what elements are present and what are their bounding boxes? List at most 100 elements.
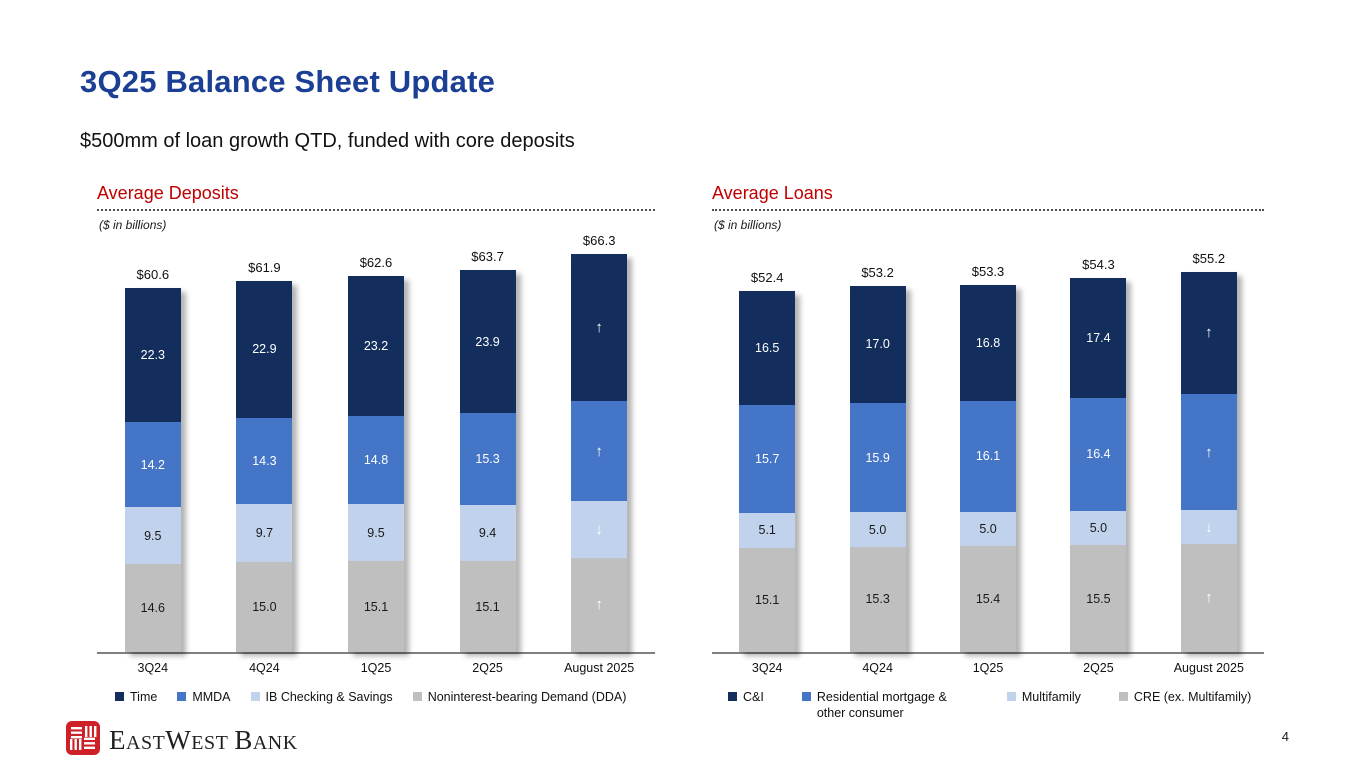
bar-column: $62.6 23.2 14.8 9.5 15.1 xyxy=(320,255,432,652)
bar-segment: 14.2 xyxy=(124,422,181,508)
deposits-x-axis: 3Q24 4Q24 1Q25 2Q25 August 2025 xyxy=(97,654,655,675)
bar-segment: 9.5 xyxy=(347,504,404,562)
stacked-bar: 16.8 16.1 5.0 15.4 xyxy=(960,285,1017,652)
bar-segment: 17.4 xyxy=(1070,278,1127,399)
decrease-arrow-icon: ↓ xyxy=(1180,510,1237,544)
bar-total-label: $63.7 xyxy=(471,248,504,264)
bar-segment: 17.0 xyxy=(849,285,906,403)
x-axis-label: August 2025 xyxy=(564,661,635,675)
bar-total-label: $53.2 xyxy=(861,264,894,280)
x-axis-label: 4Q24 xyxy=(862,661,893,675)
bar-segment: 16.5 xyxy=(739,291,796,405)
loans-x-axis: 3Q24 4Q24 1Q25 2Q25 August 2025 xyxy=(712,654,1264,675)
bar-segment: 15.0 xyxy=(236,562,293,652)
increase-arrow-icon: ↑ xyxy=(571,557,628,652)
legend-item: IB Checking & Savings xyxy=(250,689,393,705)
logo-letter: W xyxy=(165,725,192,755)
bar-segment: 16.1 xyxy=(960,400,1017,512)
legend-swatch xyxy=(250,692,260,701)
bar-total-label: $60.6 xyxy=(136,267,170,283)
legend-swatch xyxy=(115,692,124,701)
legend-item: Residential mortgage & other consumer xyxy=(801,689,969,722)
stacked-bar: ↑ ↑ ↓ ↑ xyxy=(571,254,628,652)
legend-label: Residential mortgage & other consumer xyxy=(816,690,947,721)
decrease-arrow-icon: ↓ xyxy=(571,501,628,558)
bar-segment: 16.8 xyxy=(960,285,1017,401)
bar-segment: 15.1 xyxy=(739,548,796,652)
bar-column: $55.2 ↑ ↑ ↓ ↑ xyxy=(1154,251,1264,652)
bar-segment: 15.5 xyxy=(1070,545,1127,652)
loans-plot-area: $52.4 16.5 15.7 5.1 15.1 $53.2 17.0 15.9 5.0 15.3… xyxy=(712,234,1264,654)
bar-segment: 22.3 xyxy=(124,288,181,423)
bar-segment: 5.1 xyxy=(739,512,796,548)
logo-letters: AST xyxy=(126,732,166,754)
bar-total-label: $52.4 xyxy=(750,270,784,286)
bar-column: $60.6 22.3 14.2 9.5 14.6 xyxy=(97,267,209,652)
bar-segment: 15.3 xyxy=(849,546,906,652)
eastwest-bank-lattice-icon xyxy=(66,721,100,760)
bar-column: $61.9 22.9 14.3 9.7 15.0 xyxy=(209,260,321,652)
bar-column: $53.2 17.0 15.9 5.0 15.3 xyxy=(822,265,932,652)
loans-legend: C&I Residential mortgage & other consumer… xyxy=(712,689,1264,722)
legend-label: Time xyxy=(130,690,158,704)
x-axis-label: 3Q24 xyxy=(137,661,169,675)
bar-column: $66.3 ↑ ↑ ↓ ↑ xyxy=(543,233,655,652)
x-axis-label: 1Q25 xyxy=(360,661,392,675)
deposits-chart-title: Average Deposits xyxy=(97,183,239,203)
increase-arrow-icon: ↑ xyxy=(1180,271,1237,394)
loans-chart-title: Average Loans xyxy=(712,183,833,203)
stacked-bar: 23.9 15.3 9.4 15.1 xyxy=(459,269,516,652)
bar-segment: 16.4 xyxy=(1070,398,1127,511)
bar-column: $63.7 23.9 15.3 9.4 15.1 xyxy=(432,249,544,652)
x-axis-label: August 2025 xyxy=(1173,661,1244,675)
bar-total-label: $53.3 xyxy=(971,264,1005,280)
logo-letters: EST xyxy=(191,732,229,754)
logo-letters: ANK xyxy=(252,732,298,754)
x-axis-label: 4Q24 xyxy=(249,661,280,675)
stacked-bar: 16.5 15.7 5.1 15.1 xyxy=(739,291,796,652)
legend-label: Multifamily xyxy=(1021,690,1081,704)
bar-column: $52.4 16.5 15.7 5.1 15.1 xyxy=(712,270,822,652)
bar-segment: 5.0 xyxy=(849,512,906,547)
stacked-bar: 17.0 15.9 5.0 15.3 xyxy=(849,285,906,652)
legend-swatch xyxy=(412,692,422,701)
x-axis-label: 2Q25 xyxy=(472,661,503,675)
legend-swatch xyxy=(801,692,811,701)
bar-segment: 23.9 xyxy=(459,269,516,414)
bar-total-label: $54.3 xyxy=(1082,257,1115,273)
deposits-units-note: ($ in billions) xyxy=(99,218,167,232)
stacked-bar: 17.4 16.4 5.0 15.5 xyxy=(1070,278,1127,652)
loans-units-note: ($ in billions) xyxy=(714,218,782,232)
average-deposits-panel: Average Deposits ($ in billions) $60.6 22… xyxy=(97,183,655,722)
page-title: 3Q25 Balance Sheet Update xyxy=(80,64,496,99)
bar-segment: 5.0 xyxy=(1070,510,1127,546)
legend-label: Noninterest-bearing Demand (DDA) xyxy=(427,690,627,704)
bar-segment: 15.9 xyxy=(849,402,906,513)
eastwest-bank-wordmark: EASTWEST BANK xyxy=(109,725,298,756)
legend-label: IB Checking & Savings xyxy=(265,690,393,704)
dotted-divider xyxy=(97,209,655,211)
bar-segment: 9.4 xyxy=(459,505,516,562)
stacked-bar: ↑ ↑ ↓ ↑ xyxy=(1180,271,1237,652)
x-axis-label: 3Q24 xyxy=(751,661,783,675)
bar-total-label: $66.3 xyxy=(582,233,616,249)
legend-item: CRE (ex. Multifamily) xyxy=(1118,689,1251,722)
bar-segment: 23.2 xyxy=(347,276,404,416)
legend-item: Noninterest-bearing Demand (DDA) xyxy=(412,689,627,705)
average-loans-panel: Average Loans ($ in billions) $52.4 16.5 1… xyxy=(712,183,1264,722)
bar-segment: 15.4 xyxy=(960,546,1017,652)
legend-label: C&I xyxy=(743,690,764,704)
page-number: 4 xyxy=(1281,729,1289,744)
bar-segment: 15.1 xyxy=(459,561,516,652)
increase-arrow-icon: ↑ xyxy=(571,400,628,502)
increase-arrow-icon: ↑ xyxy=(1180,543,1237,652)
stacked-bar: 22.3 14.2 9.5 14.6 xyxy=(124,288,181,652)
logo-letter: B xyxy=(234,725,253,755)
logo-letter: E xyxy=(109,725,126,755)
eastwest-bank-logo: EASTWEST BANK xyxy=(66,721,298,760)
legend-swatch xyxy=(1006,692,1016,701)
bar-segment: 9.7 xyxy=(236,503,293,562)
bar-segment: 15.3 xyxy=(459,413,516,506)
legend-item: C&I xyxy=(728,689,764,722)
